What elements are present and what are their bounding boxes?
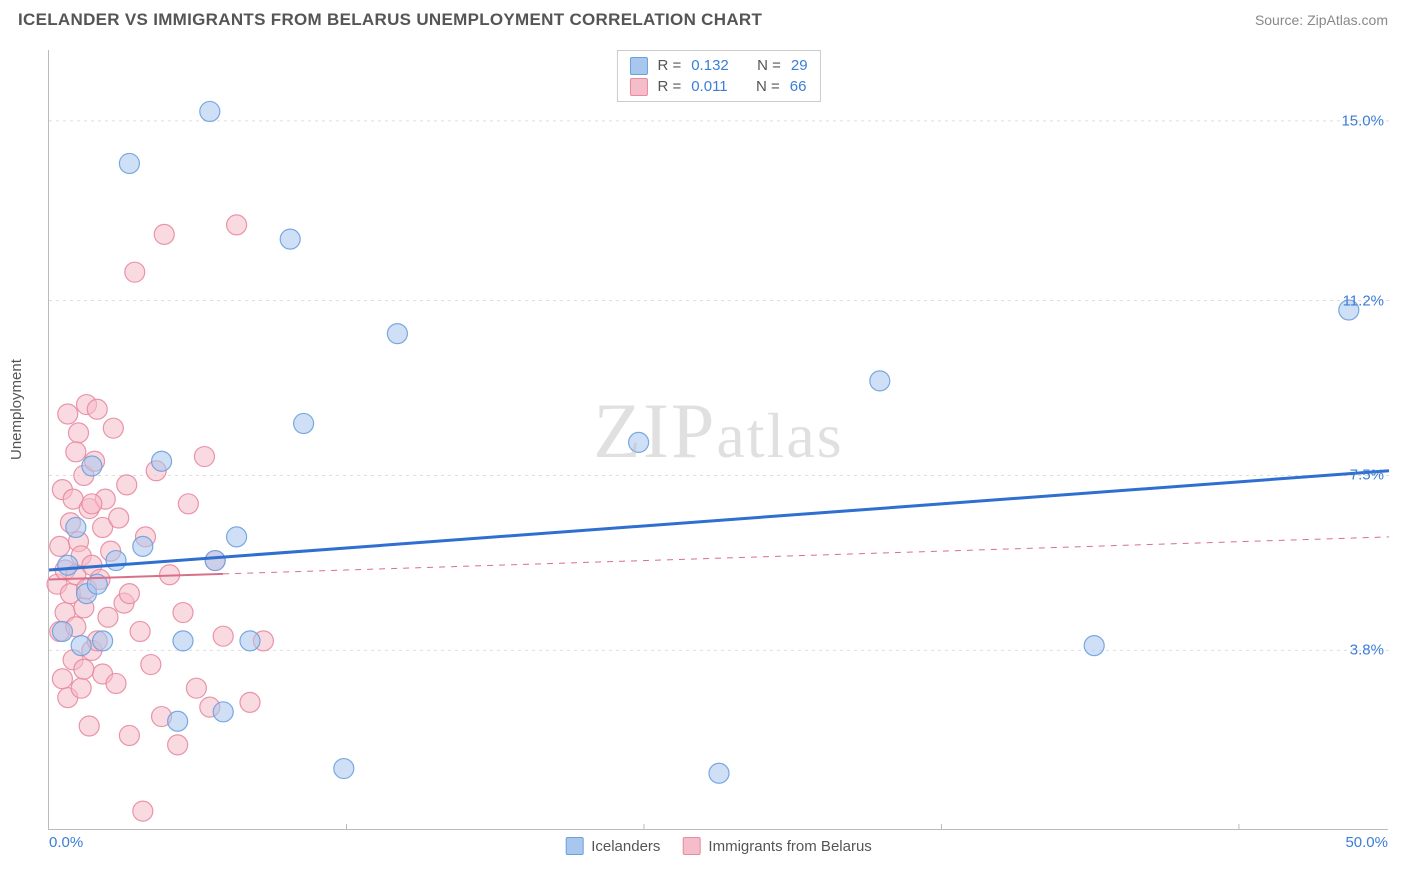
stats-legend: R = 0.132 N = 29 R = 0.011 N = 66 <box>616 50 820 102</box>
stats-row-belarus: R = 0.011 N = 66 <box>629 76 807 97</box>
r-value-belarus: 0.011 <box>691 76 727 97</box>
n-label: N = <box>757 55 781 76</box>
stats-row-icelanders: R = 0.132 N = 29 <box>629 55 807 76</box>
x-axis-min: 0.0% <box>49 834 83 851</box>
n-label: N = <box>756 76 780 97</box>
source-credit: Source: ZipAtlas.com <box>1255 12 1388 28</box>
r-label: R = <box>657 76 681 97</box>
chart-container: Unemployment ZIPatlas R = 0.132 N = 29 R… <box>0 40 1406 892</box>
n-value-icelanders: 29 <box>791 55 808 76</box>
y-tick-label: 15.0% <box>1341 112 1384 129</box>
scatter-plot: ZIPatlas R = 0.132 N = 29 R = 0.011 N = … <box>48 50 1388 830</box>
x-axis-max: 50.0% <box>1345 834 1388 851</box>
swatch-icelanders <box>629 57 647 75</box>
n-value-belarus: 66 <box>790 76 807 97</box>
legend-item-icelanders: Icelanders <box>565 837 660 855</box>
chart-title: ICELANDER VS IMMIGRANTS FROM BELARUS UNE… <box>18 10 762 30</box>
y-tick-label: 11.2% <box>1343 292 1384 309</box>
y-axis-label: Unemployment <box>8 359 25 460</box>
legend-label-icelanders: Icelanders <box>591 838 660 855</box>
swatch-belarus <box>682 837 700 855</box>
swatch-icelanders <box>565 837 583 855</box>
y-tick-label: 7.5% <box>1350 467 1384 484</box>
swatch-belarus <box>629 78 647 96</box>
legend-item-belarus: Immigrants from Belarus <box>682 837 871 855</box>
legend-label-belarus: Immigrants from Belarus <box>708 838 871 855</box>
y-tick-label: 3.8% <box>1350 642 1384 659</box>
r-value-icelanders: 0.132 <box>691 55 729 76</box>
r-label: R = <box>657 55 681 76</box>
series-legend: Icelanders Immigrants from Belarus <box>565 837 872 855</box>
